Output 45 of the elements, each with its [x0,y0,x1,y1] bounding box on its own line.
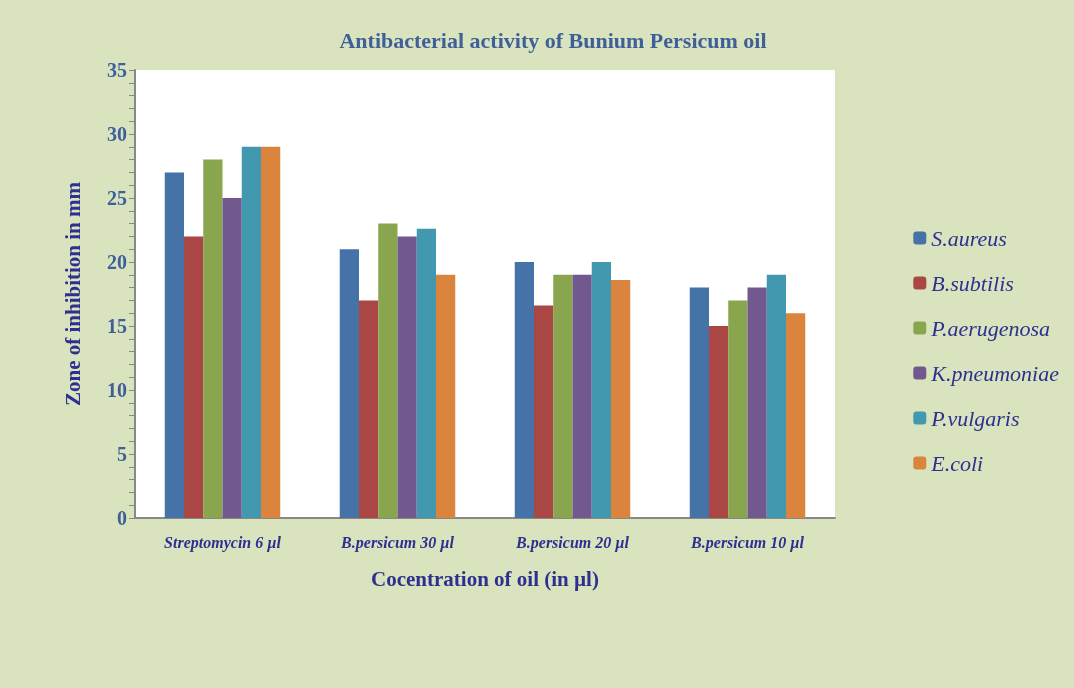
chart-title: Antibacterial activity of Bunium Persicum oil [339,27,767,53]
legend-label: P.vulgaris [930,405,1020,431]
bar [261,146,281,518]
bar [786,313,806,518]
y-tick-label: 5 [117,443,127,465]
bar [553,274,573,518]
y-tick-label: 0 [117,507,127,529]
legend-label: S.aureus [931,225,1007,251]
bar [416,228,436,518]
legend-label: E.coli [930,450,984,476]
y-tick-label: 30 [107,123,127,145]
y-tick-label: 25 [107,187,127,209]
bar [203,159,223,518]
bar [241,146,261,518]
bar [747,287,767,518]
bar [572,274,592,518]
legend-label: B.subtilis [931,270,1014,296]
legend-label: P.aerugenosa [930,315,1051,341]
bar [378,223,398,518]
y-tick-label: 15 [107,315,127,337]
y-tick-label: 10 [107,379,127,401]
x-tick-label: B.persicum 20 µl [515,533,630,552]
bar [339,249,359,518]
legend-label: K.pneumoniae [930,360,1060,386]
bar [709,326,729,518]
x-tick-label: Streptomycin 6 µl [164,533,282,552]
bar [359,300,379,518]
x-axis-title: Cocentration of oil (in µl) [371,566,599,591]
bar [689,287,709,518]
bar [514,262,534,518]
bar [534,305,554,518]
bar [766,274,786,518]
x-tick-label: B.persicum 30 µl [340,533,455,552]
bar [728,300,748,518]
x-tick-label: B.persicum 10 µl [690,533,805,552]
y-tick-label: 35 [107,59,127,81]
y-tick-label: 20 [107,251,127,273]
bar [184,236,204,518]
y-axis-title: Zone of inhibition in mm [60,181,85,407]
bar [436,274,456,518]
bar [222,198,242,518]
bar [611,279,631,518]
bar [164,172,184,518]
bar [591,262,611,518]
bar [397,236,417,518]
